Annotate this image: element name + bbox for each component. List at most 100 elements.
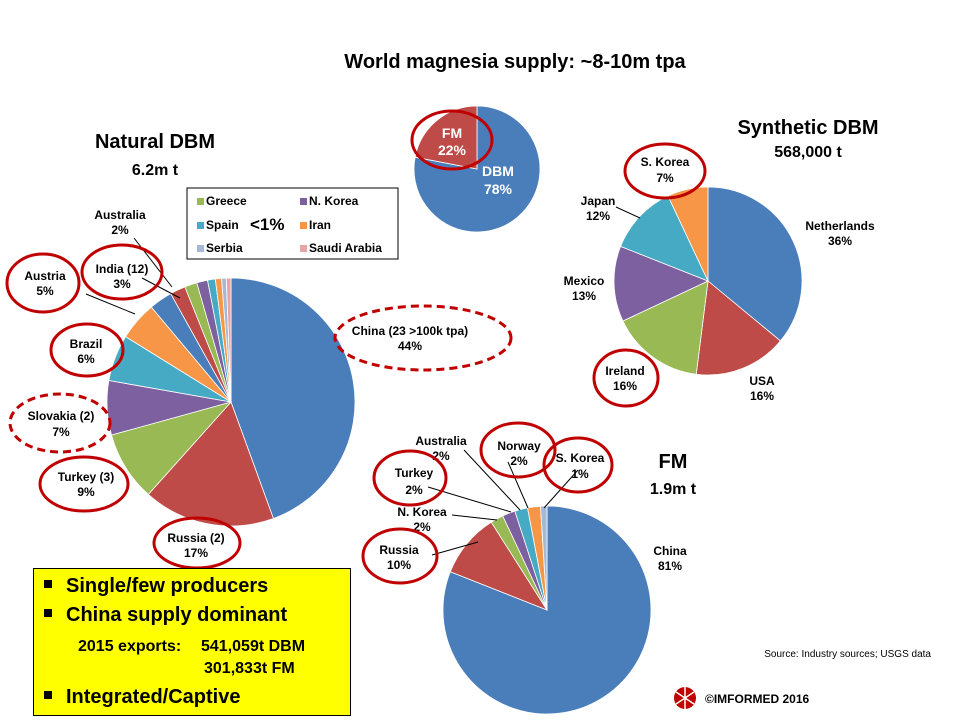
value-netherlands-syn: 36% [828, 234, 852, 248]
legend-swatch [197, 222, 204, 229]
label-slovakia-nat: Slovakia (2) [28, 409, 95, 423]
label-fm-top: FM [442, 125, 462, 141]
legend-label: Iran [309, 218, 331, 232]
label-usa-syn: USA [749, 374, 775, 388]
ring-russia-fm [361, 527, 439, 585]
bullet-integrated-captive: Integrated/Captive [44, 686, 240, 709]
ring-slovakia-nat [8, 392, 112, 454]
bullet-china-dominant: China supply dominant [44, 604, 287, 627]
synthetic-dbm-slice-usa [695, 280, 781, 376]
ring-austria-nat [5, 252, 81, 314]
ring-turkey-nat [38, 455, 130, 513]
ring-top-fm [410, 109, 494, 171]
legend-label: N. Korea [309, 194, 359, 208]
key-points-box: Single/few producers China supply domina… [33, 568, 351, 716]
natural-dbm-pie [106, 277, 356, 527]
natural-dbm-subtitle: 6.2m t [132, 162, 179, 179]
value-usa-syn: 16% [750, 389, 774, 403]
value-skorea-syn: 7% [656, 171, 674, 185]
synthetic-dbm-title: Synthetic DBM [737, 117, 878, 139]
fm-pie [442, 505, 652, 715]
value-slovakia-nat: 7% [52, 425, 70, 439]
value-india-nat: 3% [113, 277, 131, 291]
label-dbm-top: DBM [482, 163, 514, 179]
value-china-nat: 44% [398, 339, 422, 353]
value-china-fm: 81% [658, 559, 682, 573]
value-mexico-syn: 13% [572, 289, 596, 303]
label-china-nat: China (23 >100k tpa) [352, 324, 468, 338]
value-nkorea-fm: 2% [413, 520, 431, 534]
label-japan-syn: Japan [581, 194, 616, 208]
legend: Greece N. Korea Spain Iran Serbia Saudi Arabi… [186, 187, 399, 260]
legend-swatch [300, 245, 307, 252]
natural-dbm-slice-china-23-100k-tpa [230, 277, 356, 520]
value-dbm-top: 78% [484, 181, 513, 197]
natural-dbm-title: Natural DBM [95, 131, 215, 153]
value-turkey-nat: 9% [77, 485, 95, 499]
ring-skorea-syn [623, 142, 707, 200]
exports-fm: 301,833t FM [204, 660, 295, 677]
label-brazil-nat: Brazil [70, 337, 103, 351]
natural-dbm-slice-saudi-arabia [225, 277, 232, 403]
value-japan-syn: 12% [586, 209, 610, 223]
label-skorea-syn: S. Korea [641, 155, 690, 169]
bullet-single-producers: Single/few producers [44, 575, 268, 598]
fm-slice-s-korea [540, 505, 548, 611]
label-turkey-nat: Turkey (3) [58, 470, 114, 484]
ring-turkey-fm [372, 449, 448, 507]
label-turkey-fm: Turkey [395, 466, 434, 480]
value-fm-top: 22% [438, 142, 467, 158]
legend-label: Serbia [206, 241, 243, 255]
natural-dbm-slice-russia-2 [147, 401, 274, 527]
value-ireland-syn: 16% [613, 379, 637, 393]
label-austria-nat: Austria [24, 269, 66, 283]
label-skorea-fm: S. Korea [556, 451, 605, 465]
fm-title: FM [659, 451, 688, 473]
legend-swatch [300, 198, 307, 205]
ring-skorea-fm [542, 436, 614, 494]
value-norway-fm: 2% [510, 454, 528, 468]
dbm-fm-pie [413, 105, 541, 233]
legend-swatch [197, 198, 204, 205]
ring-ireland-syn [592, 348, 660, 408]
label-russia-nat: Russia (2) [167, 531, 224, 545]
exports-dbm: 541,059t DBM [201, 638, 306, 655]
ring-brazil-nat [49, 322, 125, 378]
ring-india-nat [80, 243, 164, 301]
label-ireland-syn: Ireland [605, 364, 644, 378]
label-nkorea-fm: N. Korea [397, 505, 447, 519]
synthetic-dbm-slice-netherlands [707, 186, 803, 342]
label-mexico-syn: Mexico [564, 274, 605, 288]
value-austria-nat: 5% [36, 284, 54, 298]
legend-swatch [300, 222, 307, 229]
ring-china-nat [333, 304, 513, 372]
imformed-logo-icon [674, 687, 696, 709]
value-turkey-fm: 2% [405, 483, 423, 497]
value-brazil-nat: 6% [77, 352, 95, 366]
value-russia-nat: 17% [184, 546, 208, 560]
page-title: World magnesia supply: ~8-10m tpa [344, 51, 686, 73]
label-australia-nat: Australia [94, 208, 146, 222]
label-china-fm: China [653, 544, 687, 558]
value-australia-fm: 2% [432, 449, 450, 463]
synthetic-dbm-subtitle: 568,000 t [774, 144, 842, 161]
legend-swatch [197, 245, 204, 252]
label-russia-fm: Russia [379, 543, 419, 557]
ring-norway-fm [479, 421, 557, 479]
label-australia-fm: Australia [415, 434, 467, 448]
label-netherlands-syn: Netherlands [805, 219, 875, 233]
legend-label: Spain [206, 218, 239, 232]
value-russia-fm: 10% [387, 558, 411, 572]
value-skorea-fm: 1% [571, 467, 589, 481]
synthetic-dbm-slice-mexico [613, 245, 710, 322]
legend-label: Greece [206, 194, 247, 208]
legend-note: <1% [250, 215, 285, 234]
exports-label: 2015 exports: [78, 638, 182, 655]
legend-label: Saudi Arabia [309, 241, 382, 255]
fm-subtitle: 1.9m t [650, 481, 697, 498]
label-india-nat: India (12) [96, 262, 149, 276]
label-norway-fm: Norway [497, 439, 541, 453]
copyright: ©IMFORMED 2016 [705, 692, 810, 706]
synthetic-dbm-slice-ireland [622, 280, 709, 375]
